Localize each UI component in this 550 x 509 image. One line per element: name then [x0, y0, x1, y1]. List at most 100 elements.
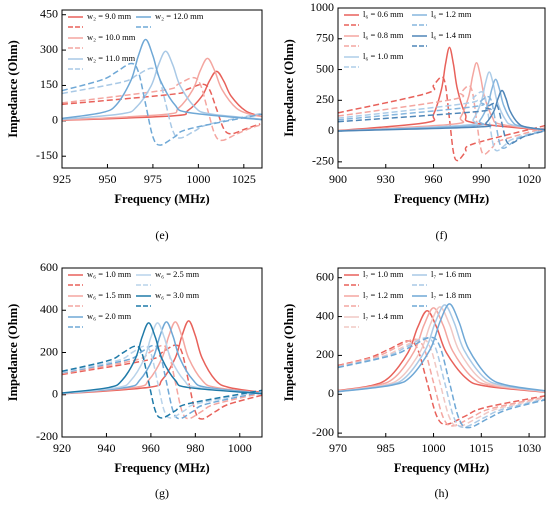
- reactance-line: [338, 336, 545, 429]
- x-tick-label: 1015: [469, 441, 493, 455]
- legend-label: l₇ = 1.4 mm: [363, 311, 404, 321]
- resistance-line: [62, 70, 261, 122]
- y-tick-label: 0: [328, 386, 334, 400]
- reactance-line: [338, 95, 545, 150]
- x-axis-label: Frequency (MHz): [394, 461, 489, 475]
- x-tick-label: 1000: [422, 441, 446, 455]
- y-tick-label: 1000: [310, 0, 334, 14]
- legend-label: l₇ = 1.0 mm: [363, 269, 404, 279]
- caption: (h): [435, 486, 449, 500]
- x-tick-label: 970: [329, 441, 347, 455]
- resistance-line: [62, 50, 262, 121]
- reactance-line: [338, 338, 545, 427]
- y-tick-label: -150: [36, 148, 58, 162]
- y-axis-label: Impedance (Ohm): [282, 304, 296, 402]
- caption: (f): [436, 228, 448, 242]
- x-tick-label: 960: [142, 441, 160, 455]
- reactance-line: [338, 338, 545, 428]
- reactance-line: [62, 62, 262, 146]
- resistance-line: [62, 38, 262, 121]
- y-tick-label: 0: [328, 123, 334, 137]
- resistance-line: [62, 320, 262, 395]
- y-tick-label: 600: [316, 269, 334, 283]
- y-tick-label: -200: [312, 425, 334, 439]
- frame: [61, 267, 263, 438]
- resistance-line: [338, 89, 545, 132]
- x-tick-label: 960: [425, 172, 443, 186]
- legend-label: w₂ = 10.0 mm: [87, 32, 136, 42]
- y-tick-label: 450: [40, 6, 58, 20]
- resistance-line: [62, 322, 262, 395]
- y-tick-label: 200: [316, 347, 334, 361]
- legend-label: w₆ = 2.0 mm: [87, 311, 132, 321]
- legend-label: l₇ = 1.2 mm: [363, 290, 404, 300]
- legend-label: w₆ = 1.5 mm: [87, 290, 132, 300]
- caption: (e): [155, 228, 168, 242]
- resistance-line: [338, 71, 545, 132]
- resistance-line: [338, 62, 545, 132]
- reactance-line: [62, 83, 261, 135]
- y-tick-label: 0: [52, 113, 58, 127]
- reactance-line: [338, 337, 545, 429]
- x-tick-label: 900: [329, 172, 347, 186]
- frame: [337, 7, 546, 169]
- legend-label: w₂ = 12.0 mm: [155, 11, 204, 21]
- y-tick-label: 400: [316, 308, 334, 322]
- x-axis-label: Frequency (MHz): [394, 192, 489, 206]
- y-tick-label: 200: [40, 344, 58, 358]
- reactance-line: [338, 90, 545, 152]
- y-tick-label: -200: [36, 429, 58, 443]
- y-tick-label: 0: [52, 387, 58, 401]
- legend-label: l₆ = 0.8 mm: [363, 30, 404, 40]
- x-tick-label: 1000: [228, 441, 252, 455]
- x-tick-label: 950: [98, 172, 116, 186]
- reactance-line: [338, 340, 545, 426]
- y-tick-label: 500: [316, 61, 334, 75]
- x-tick-label: 930: [377, 172, 395, 186]
- resistance-line: [338, 46, 545, 132]
- x-tick-label: 1030: [517, 441, 541, 455]
- x-axis-label: Frequency (MHz): [114, 192, 209, 206]
- x-tick-label: 980: [186, 441, 204, 455]
- resistance-line: [62, 322, 262, 395]
- x-axis-label: Frequency (MHz): [114, 461, 209, 475]
- resistance-line: [62, 321, 262, 395]
- x-tick-label: 1025: [232, 172, 256, 186]
- legend-label: w₆ = 1.0 mm: [87, 269, 132, 279]
- x-tick-label: 985: [377, 441, 395, 455]
- legend-label: w₆ = 2.5 mm: [155, 269, 200, 279]
- resistance-line: [338, 309, 545, 393]
- x-tick-label: 1020: [517, 172, 541, 186]
- plot-area: [62, 38, 262, 146]
- y-tick-label: 600: [40, 260, 58, 274]
- reactance-line: [62, 345, 262, 419]
- resistance-line: [62, 321, 262, 395]
- reactance-line: [338, 76, 545, 162]
- resistance-line: [338, 304, 545, 393]
- frame: [337, 267, 546, 438]
- resistance-line: [338, 78, 545, 132]
- y-tick-label: -250: [312, 154, 334, 168]
- legend-label: l₆ = 0.6 mm: [363, 9, 404, 19]
- x-tick-label: 940: [97, 441, 115, 455]
- y-tick-label: 250: [316, 92, 334, 106]
- y-axis-label: Impedance (Ohm): [6, 304, 20, 402]
- y-tick-label: 300: [40, 42, 58, 56]
- legend-label: l₆ = 1.4 mm: [431, 30, 472, 40]
- plot-area: [338, 46, 545, 162]
- plot-area: [338, 303, 545, 429]
- x-tick-label: 1000: [186, 172, 210, 186]
- plot-area: [62, 320, 262, 420]
- legend-label: l₆ = 1.0 mm: [363, 51, 404, 61]
- legend-label: l₆ = 1.2 mm: [431, 9, 472, 19]
- legend-label: l₇ = 1.6 mm: [431, 269, 472, 279]
- legend-label: w₂ = 9.0 mm: [87, 11, 132, 21]
- reactance-line: [62, 345, 262, 419]
- y-tick-label: 400: [40, 302, 58, 316]
- resistance-line: [338, 306, 545, 393]
- reactance-line: [62, 67, 262, 139]
- y-axis-label: Impedance (Ohm): [282, 39, 296, 137]
- y-tick-label: 750: [316, 31, 334, 45]
- legend-label: w₂ = 11.0 mm: [87, 53, 135, 63]
- resistance-line: [338, 307, 545, 393]
